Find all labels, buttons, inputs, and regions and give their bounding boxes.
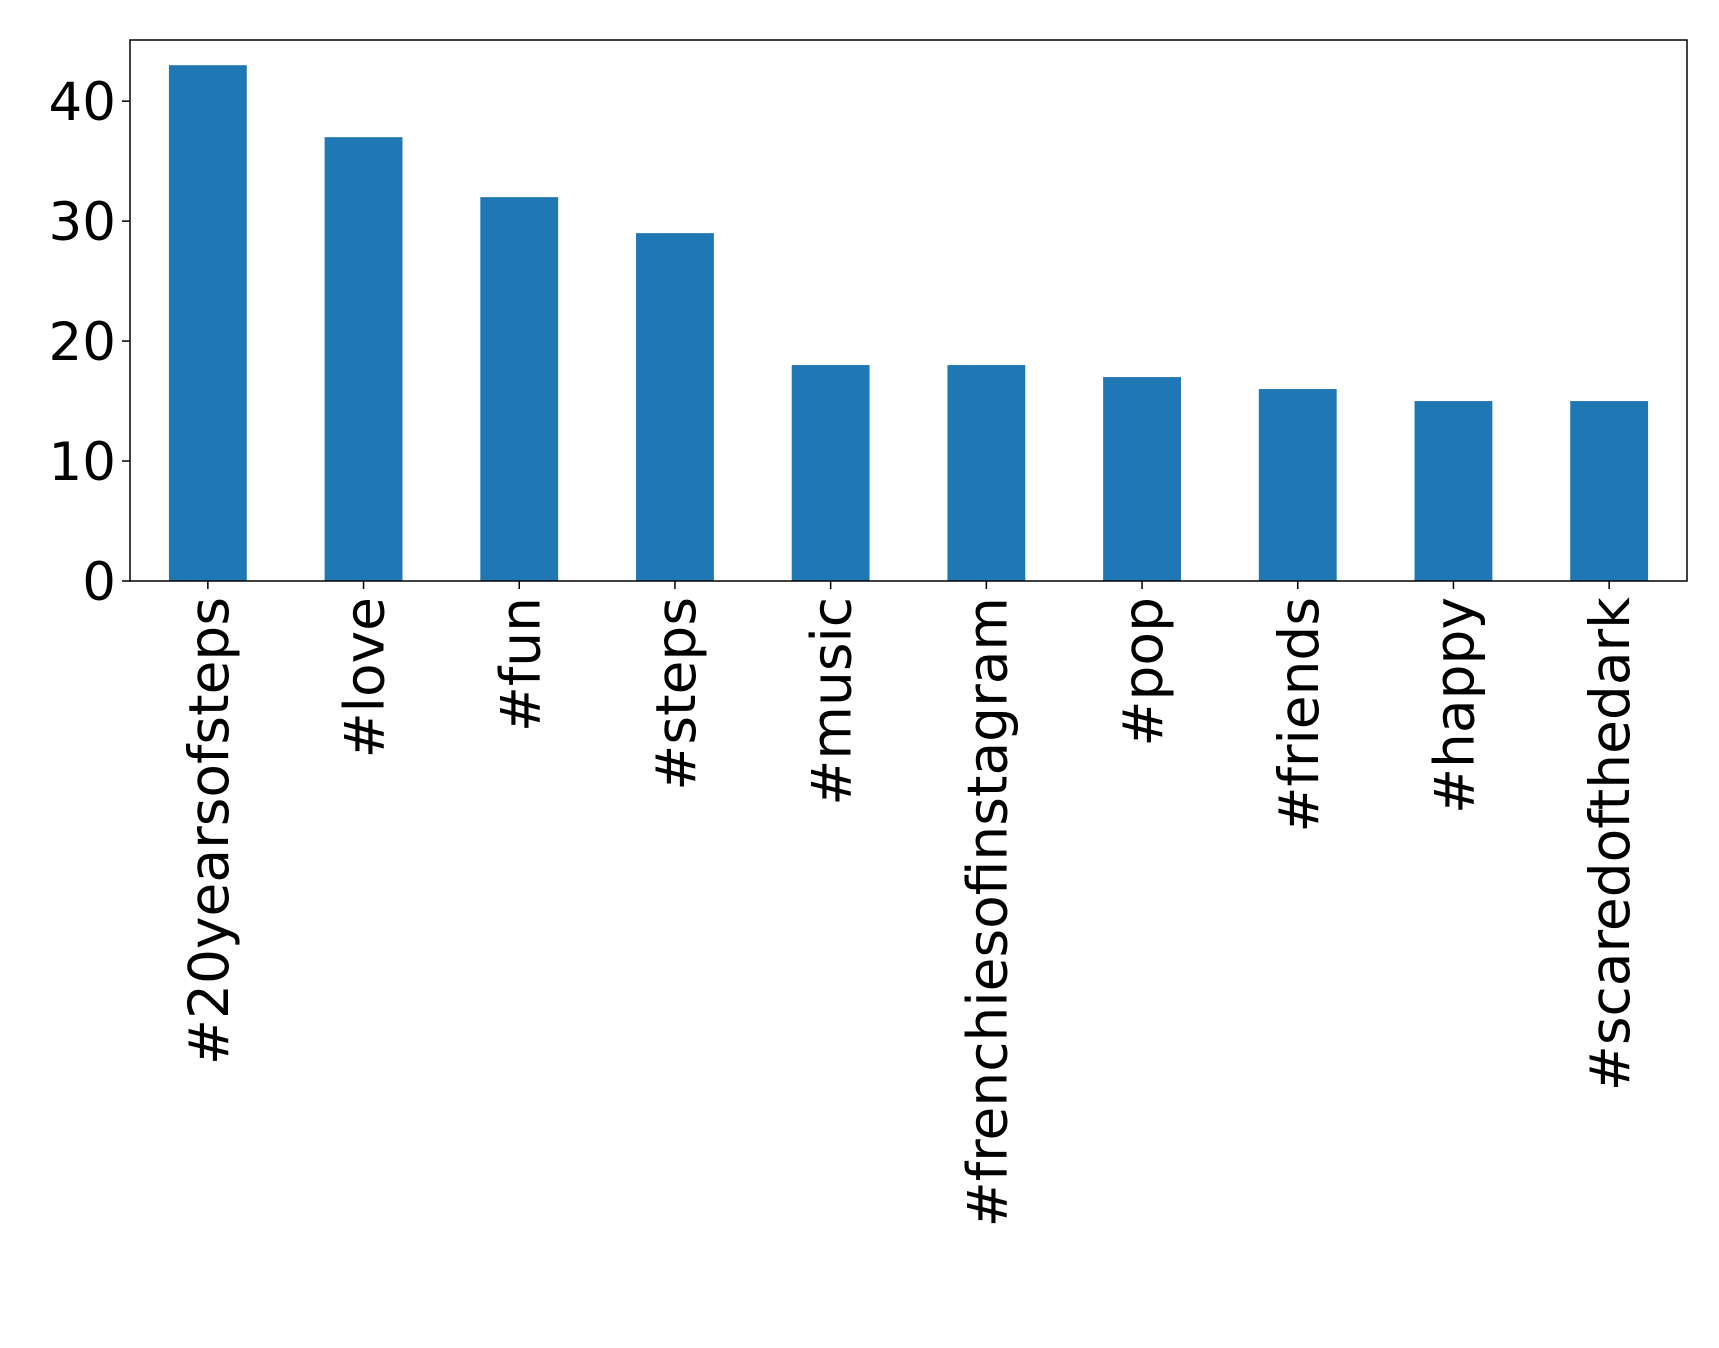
y-tick-label: 30 — [49, 192, 116, 253]
x-tick-label: #pop — [1111, 597, 1175, 747]
bar — [791, 365, 870, 581]
bar — [1570, 401, 1649, 581]
bar — [480, 197, 559, 581]
x-tick-label: #steps — [644, 597, 708, 791]
y-tick-label: 40 — [49, 72, 116, 133]
bar — [324, 137, 403, 582]
x-tick-label: #love — [333, 597, 397, 758]
x-tick-label: #music — [800, 597, 864, 806]
bar — [1414, 401, 1493, 581]
x-tick-label: #happy — [1422, 597, 1486, 814]
bar — [1103, 377, 1181, 581]
x-tick-label: #fun — [488, 597, 552, 732]
x-tick-label: #scaredofthedark — [1578, 597, 1642, 1091]
bar — [168, 65, 247, 582]
bar — [636, 233, 714, 581]
bar — [947, 365, 1026, 581]
y-tick-label: 0 — [82, 552, 116, 613]
x-tick-label: #friends — [1267, 597, 1331, 833]
x-tick-label: #frenchiesofinstagram — [955, 597, 1019, 1227]
y-tick-label: 20 — [49, 312, 116, 373]
y-tick-label: 10 — [49, 432, 116, 493]
x-tick-label: #20yearsofsteps — [177, 597, 241, 1065]
plot-frame — [129, 39, 1688, 582]
bar — [1258, 389, 1337, 581]
